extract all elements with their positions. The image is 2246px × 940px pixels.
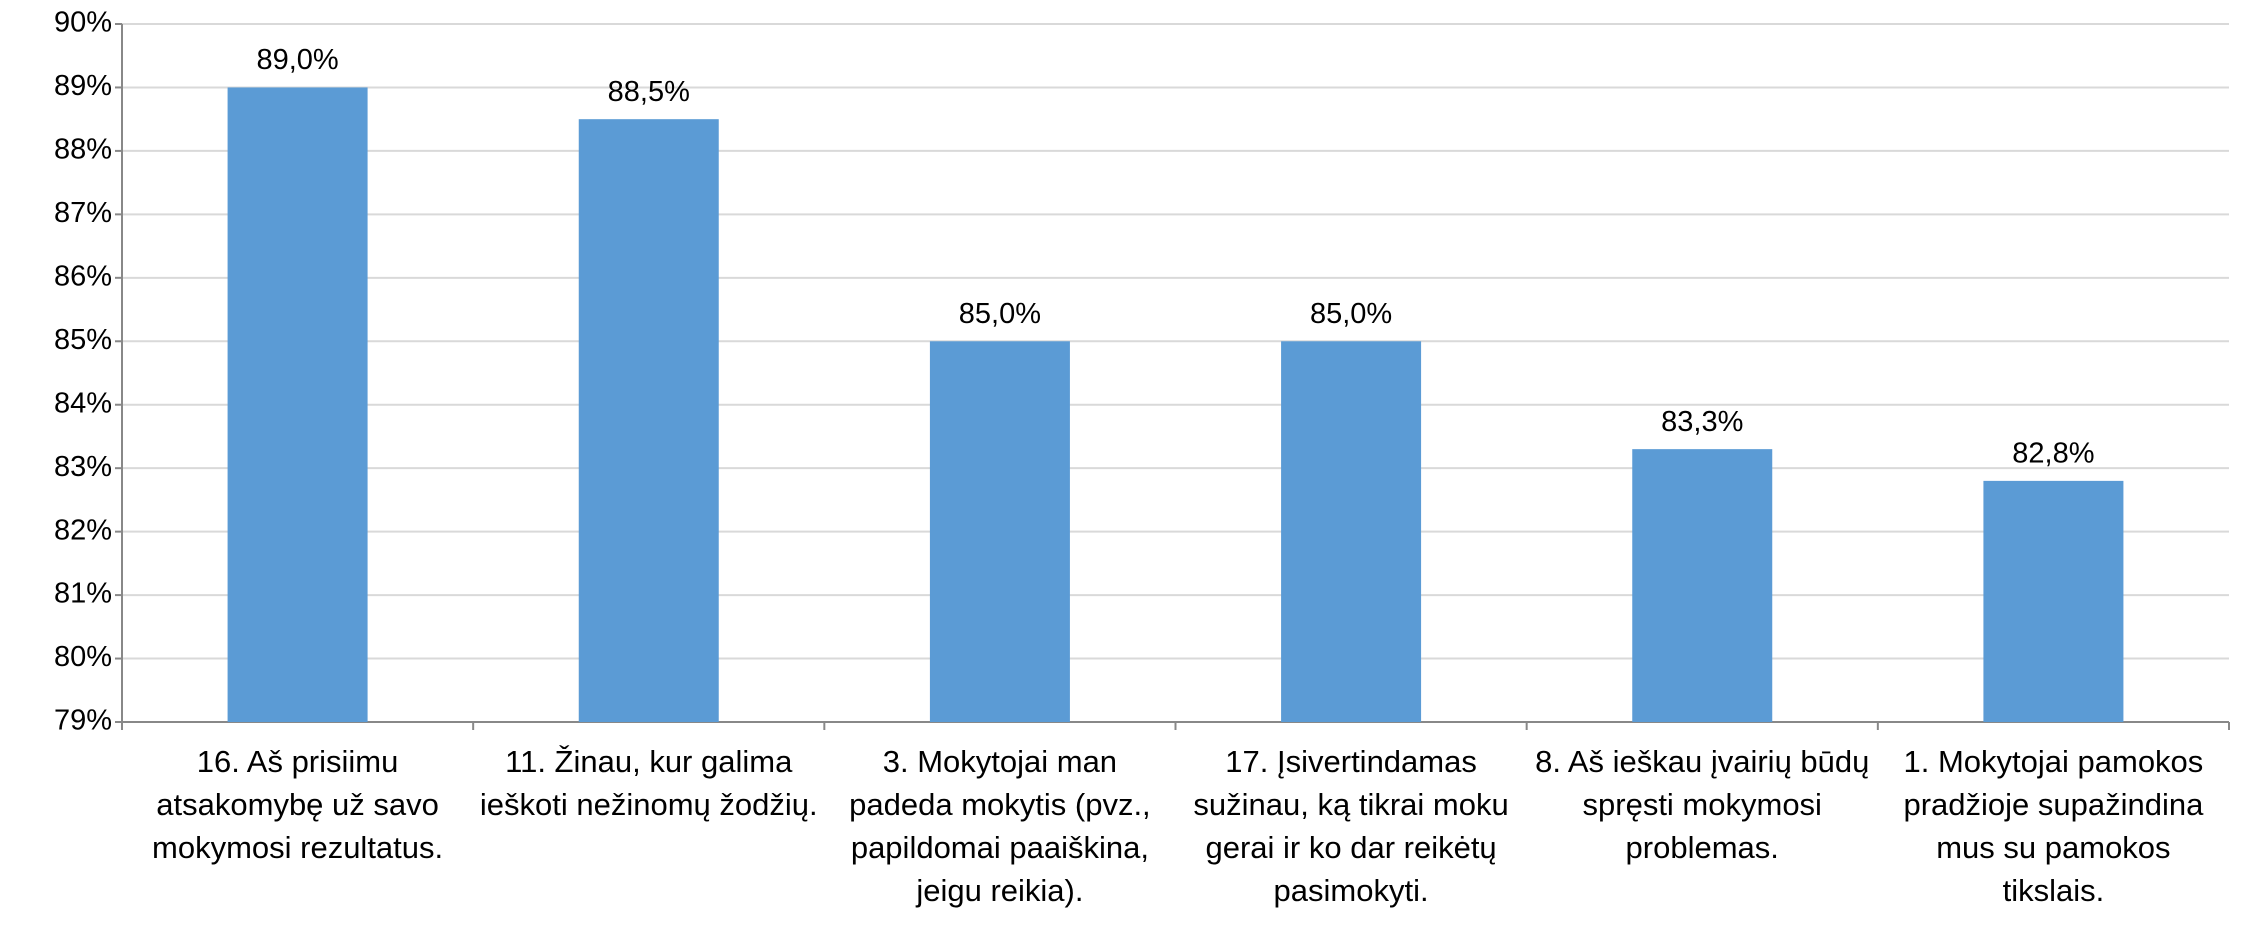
bar: [1632, 449, 1773, 722]
bar: [1983, 480, 2124, 722]
value-label: 82,8%: [2012, 438, 2094, 470]
x-tick-label: 1. Mokytojai pamokos pradžioje supažindi…: [1903, 744, 2204, 908]
x-tick-label: 17. Įsivertindamas sužinau, ką tikrai mo…: [1193, 744, 1509, 908]
y-tick-label: 88%: [54, 134, 112, 166]
y-tick-label: 87%: [54, 197, 112, 229]
x-tick-label: 11. Žinau, kur galima ieškoti nežinomų ž…: [479, 744, 818, 822]
y-tick-label: 81%: [54, 578, 112, 610]
y-tick-label: 89%: [54, 70, 112, 102]
bar: [929, 341, 1070, 722]
x-tick-label: 3. Mokytojai man padeda mokytis (pvz., p…: [849, 744, 1151, 908]
y-tick-label: 90%: [54, 7, 112, 39]
bar: [227, 87, 368, 723]
value-label: 85,0%: [1310, 298, 1392, 330]
bar: [1281, 341, 1422, 722]
y-tick-label: 79%: [54, 705, 112, 737]
value-label: 85,0%: [959, 298, 1041, 330]
y-tick-label: 86%: [54, 260, 112, 292]
y-tick-label: 85%: [54, 324, 112, 356]
y-tick-label: 82%: [54, 514, 112, 546]
value-label: 89,0%: [256, 44, 338, 76]
y-tick-label: 84%: [54, 387, 112, 419]
bar: [578, 119, 719, 722]
y-tick-label: 80%: [54, 641, 112, 673]
y-tick-label: 83%: [54, 451, 112, 483]
value-label: 88,5%: [608, 76, 690, 108]
x-tick-label: 8. Aš ieškau įvairių būdų spręsti mokymo…: [1535, 744, 1870, 865]
x-tick-label: 16. Aš prisiimu atsakomybę už savo mokym…: [152, 744, 444, 865]
value-label: 83,3%: [1661, 406, 1743, 438]
